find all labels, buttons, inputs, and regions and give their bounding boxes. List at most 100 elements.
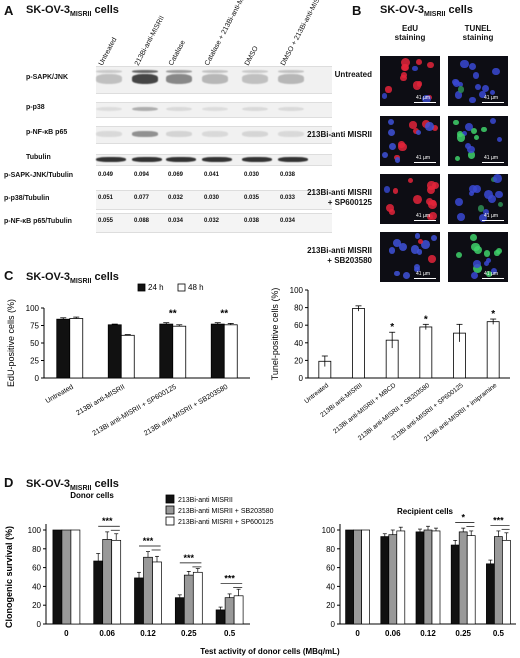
- cell-nucleus: [417, 238, 423, 244]
- tunel-image: 41 µm: [448, 56, 508, 106]
- ratio-value: 0.032: [168, 195, 184, 201]
- y-tick-label: 20: [32, 601, 41, 610]
- bar: [183, 574, 194, 625]
- cell-nucleus: [381, 151, 388, 158]
- ratio-value: 0.038: [244, 218, 260, 224]
- bar: [56, 318, 71, 379]
- significance-marker: ***: [184, 553, 195, 563]
- cell-nucleus: [483, 260, 490, 267]
- panel-a-title: SK-OV-3MISRII cells: [26, 4, 119, 19]
- panel-a-letter: A: [4, 3, 14, 18]
- ratio-value: 0.041: [204, 172, 220, 178]
- cell-nucleus: [485, 271, 493, 278]
- x-tick-label: 0: [355, 629, 360, 638]
- cell-nucleus: [402, 272, 410, 280]
- blot-band: [202, 106, 228, 112]
- cell-nucleus: [473, 263, 483, 273]
- x-tick-label: 213Bi anti-MISRII + SB203580: [143, 384, 229, 438]
- bar: [388, 534, 398, 625]
- cell-nucleus: [409, 121, 417, 129]
- scale-label: 41 µm: [484, 95, 498, 101]
- ratio-value: 0.094: [134, 172, 150, 178]
- scale-label: 41 µm: [416, 155, 430, 161]
- blot-band: [96, 106, 122, 112]
- cell-nucleus: [483, 250, 491, 258]
- ratio-value: 0.032: [204, 218, 220, 224]
- blot-band: [202, 74, 228, 84]
- y-tick-label: 80: [326, 545, 335, 554]
- x-tick-label: 0.12: [140, 629, 156, 638]
- bar: [415, 531, 425, 625]
- cell-nucleus: [427, 255, 436, 263]
- y-tick-label: 75: [30, 322, 39, 331]
- blot-band: [202, 70, 228, 73]
- bar: [233, 595, 244, 625]
- blot-band: [278, 106, 304, 112]
- cell-nucleus: [452, 79, 461, 88]
- cell-nucleus: [393, 239, 401, 247]
- cell-nucleus: [416, 248, 423, 255]
- cell-nucleus: [431, 200, 437, 206]
- blot-row-label: p-SAPK/JNK: [26, 74, 69, 81]
- ratio-value: 0.088: [134, 218, 150, 224]
- cell-nucleus: [485, 257, 492, 264]
- clonogenic-chart: 213Bi-anti MISRII 213Bi-anti MISRII + SB2…: [4, 491, 516, 656]
- cell-nucleus: [469, 184, 478, 193]
- cell-nucleus: [472, 260, 481, 268]
- blot-band: [132, 106, 158, 112]
- cell-nucleus: [388, 247, 395, 254]
- bar: [502, 539, 511, 625]
- cell-nucleus: [457, 81, 464, 88]
- blot-band: [166, 106, 192, 112]
- x-tick-label: 0.5: [224, 629, 236, 638]
- bar: [466, 535, 476, 625]
- legend-label: 24 h: [148, 283, 164, 292]
- ratio-value: 0.051: [98, 195, 114, 201]
- cell-nucleus: [478, 205, 485, 212]
- edu-chart: 24 h 48 h 0 25 50 75 100 EdU-positive cells (%)…: [6, 283, 250, 438]
- ratio-row-label: p-SAPK-JNK/Tubulin: [4, 172, 74, 179]
- cell-nucleus: [398, 141, 405, 148]
- y-tick-label: 0: [37, 620, 42, 629]
- edu-image: 41 µm: [380, 56, 440, 106]
- cell-nucleus: [412, 81, 422, 90]
- x-tick-label: Untreated: [303, 382, 330, 405]
- cell-nucleus: [472, 72, 479, 79]
- cell-nucleus: [460, 60, 469, 69]
- y-tick-label: 80: [294, 304, 303, 313]
- scale-label: 41 µm: [416, 271, 430, 277]
- y-tick-label: 0: [331, 620, 336, 629]
- scale-label: 41 µm: [484, 213, 498, 219]
- cell-nucleus: [427, 61, 434, 69]
- bar: [380, 536, 390, 625]
- cell-nucleus: [415, 129, 422, 136]
- cell-nucleus: [386, 203, 395, 212]
- scale-bar: [482, 102, 504, 103]
- blot-band: [278, 74, 304, 84]
- bar: [486, 321, 500, 379]
- blot-band: [278, 131, 304, 137]
- cell-nucleus: [484, 189, 494, 199]
- y-tick-label: 80: [32, 545, 41, 554]
- y-tick-label: 60: [326, 564, 335, 573]
- tunel-image: 41 µm: [448, 116, 508, 166]
- cell-nucleus: [481, 126, 487, 133]
- blot-band: [166, 156, 196, 162]
- blot-band: [132, 156, 162, 162]
- bar: [107, 324, 122, 379]
- significance-marker: *: [390, 322, 394, 333]
- significance-marker: ***: [102, 516, 113, 526]
- bar: [120, 334, 135, 379]
- cell-nucleus: [466, 145, 475, 154]
- row-label: 213Bi-anti MISRII: [307, 130, 372, 139]
- legend-swatch: [165, 516, 175, 526]
- cell-nucleus: [464, 123, 473, 132]
- cell-nucleus: [431, 125, 439, 132]
- cell-nucleus: [471, 242, 480, 252]
- tunel-image: 41 µm: [448, 174, 508, 224]
- blot-band: [242, 131, 268, 137]
- x-tick-label: 0.5: [493, 629, 505, 638]
- significance-marker: *: [461, 512, 465, 522]
- blot-strip: [96, 126, 332, 144]
- cell-nucleus: [398, 242, 407, 252]
